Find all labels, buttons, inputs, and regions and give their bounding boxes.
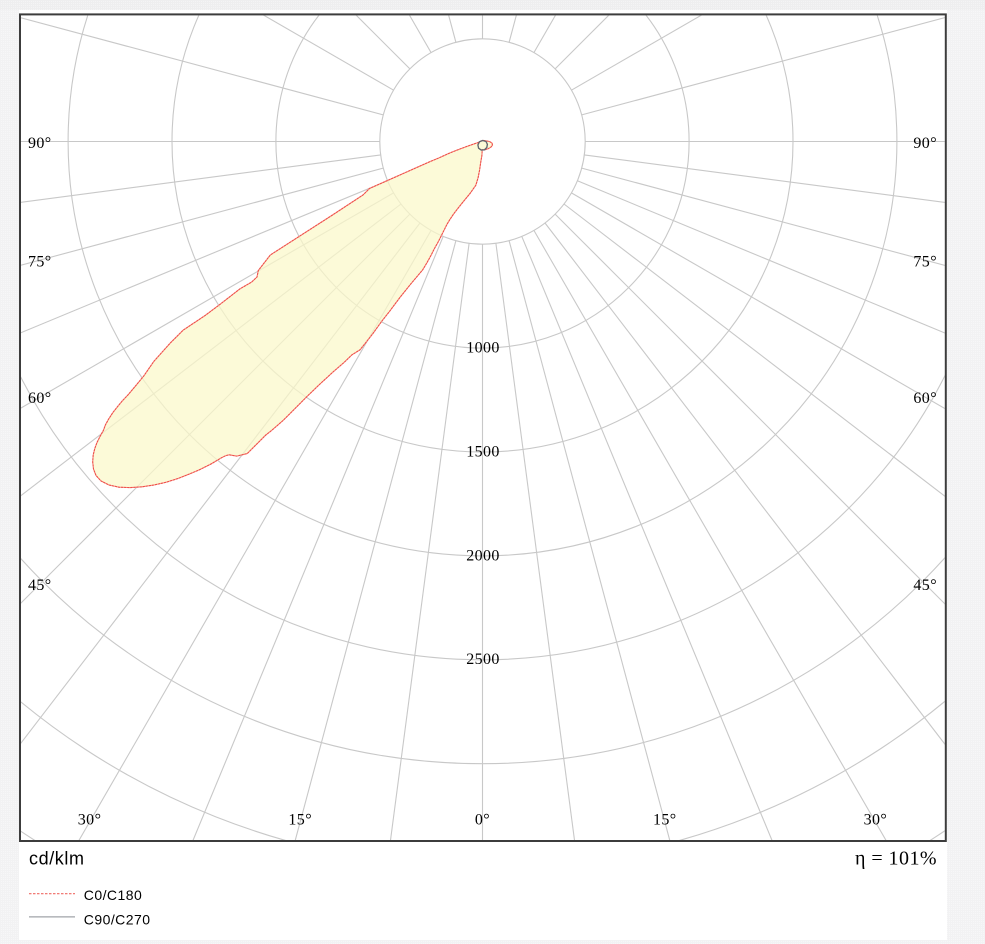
svg-text:2500: 2500 (466, 651, 500, 668)
svg-text:1000: 1000 (466, 340, 500, 357)
svg-text:30°: 30° (864, 812, 888, 829)
svg-text:15°: 15° (288, 812, 312, 829)
svg-text:90°: 90° (28, 135, 52, 152)
svg-text:0°: 0° (475, 812, 490, 829)
svg-text:C0/C180: C0/C180 (84, 887, 142, 903)
svg-text:45°: 45° (28, 577, 52, 594)
svg-text:90°: 90° (913, 135, 937, 152)
svg-text:C90/C270: C90/C270 (84, 911, 151, 927)
svg-text:60°: 60° (913, 390, 937, 407)
svg-text:1500: 1500 (466, 443, 500, 460)
svg-text:75°: 75° (913, 253, 937, 270)
svg-text:75°: 75° (28, 253, 52, 270)
svg-text:60°: 60° (28, 390, 52, 407)
svg-text:2000: 2000 (466, 547, 500, 564)
svg-text:η = 101%: η = 101% (855, 847, 937, 869)
svg-text:cd/klm: cd/klm (29, 848, 85, 868)
svg-text:15°: 15° (653, 812, 677, 829)
svg-text:30°: 30° (78, 812, 102, 829)
svg-text:45°: 45° (913, 577, 937, 594)
